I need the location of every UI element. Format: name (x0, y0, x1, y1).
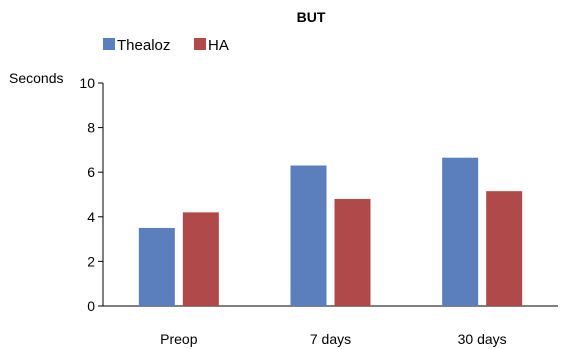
y-axis-label: Seconds (9, 70, 63, 86)
legend-swatch-thealoz (103, 38, 115, 50)
y-tick-label: 0 (87, 298, 95, 314)
bar-thealoz-preop (138, 227, 175, 306)
legend-swatch-ha (194, 38, 206, 50)
bars (138, 157, 523, 306)
x-category-label: Preop (160, 331, 198, 347)
bar-ha-30-days (486, 191, 523, 306)
legend-label-thealoz: Thealoz (117, 37, 170, 54)
x-category-label: 7 days (310, 331, 351, 347)
y-tick-label: 2 (87, 253, 95, 269)
bar-ha-preop (182, 212, 219, 306)
category-labels: Preop 7 days 30 days (160, 331, 507, 347)
legend: Thealoz HA (103, 37, 229, 54)
bar-thealoz-7-days (290, 165, 327, 306)
legend-label-ha: HA (208, 37, 229, 54)
bar-thealoz-30-days (442, 157, 479, 306)
y-tick-label: 4 (87, 209, 95, 225)
y-tick-label: 8 (87, 120, 95, 136)
x-category-label: 30 days (458, 331, 507, 347)
chart-title: BUT (297, 9, 326, 25)
y-tick-label: 6 (87, 164, 95, 180)
bar-ha-7-days (334, 198, 371, 306)
axes: 0 2 4 6 8 10 (79, 75, 558, 314)
y-tick-label: 10 (79, 75, 95, 91)
